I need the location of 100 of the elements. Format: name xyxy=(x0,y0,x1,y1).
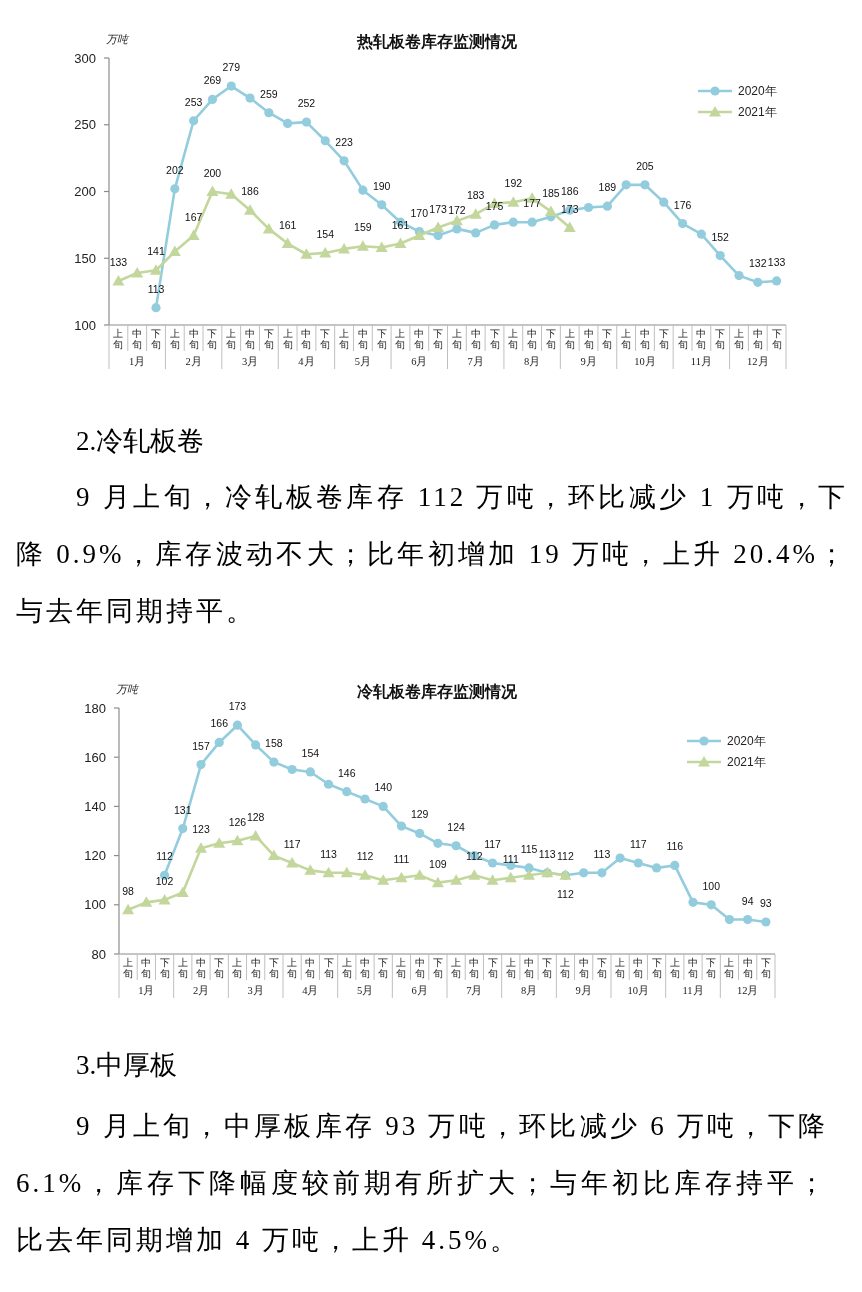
x-tick-label: 中旬 xyxy=(245,327,256,350)
point xyxy=(158,893,171,905)
point xyxy=(359,869,371,880)
x-tick-label: 上旬 xyxy=(282,327,293,350)
point xyxy=(196,759,206,770)
data-label: 185 xyxy=(542,186,560,199)
point xyxy=(431,876,444,888)
data-label: 186 xyxy=(241,185,259,198)
text: 3月 xyxy=(247,984,264,996)
data-label: 123 xyxy=(192,823,210,836)
y-tick-label: 180 xyxy=(84,700,106,716)
data-label: 113 xyxy=(147,282,165,295)
x-tick-label: 下旬 xyxy=(207,327,218,350)
point xyxy=(734,271,744,281)
point xyxy=(706,900,716,910)
text: 9月 xyxy=(580,355,597,367)
text: 2.冷轧板卷 xyxy=(76,425,205,458)
data-label: 116 xyxy=(666,840,684,853)
point xyxy=(563,221,576,233)
data-label: 161 xyxy=(278,218,297,231)
data-label: 200 xyxy=(203,166,222,179)
point xyxy=(245,93,255,103)
point xyxy=(206,185,219,196)
x-tick-label: 上旬 xyxy=(451,327,462,350)
data-label: 115 xyxy=(520,842,538,855)
legend-label: 2020年 xyxy=(738,84,777,98)
data-label: 113 xyxy=(538,847,556,860)
x-tick-label: 中旬 xyxy=(305,956,316,979)
point xyxy=(213,837,226,848)
point xyxy=(597,868,607,878)
point xyxy=(450,214,463,226)
x-tick-label: 上旬 xyxy=(396,956,407,979)
point xyxy=(249,829,262,841)
x-tick-label: 上旬 xyxy=(508,327,519,350)
x-tick-label: 下旬 xyxy=(214,956,225,979)
y-tick-label: 150 xyxy=(74,250,96,266)
data-label: 94 xyxy=(741,894,754,907)
y-tick-label: 100 xyxy=(74,317,96,333)
y-tick-label: 120 xyxy=(84,848,106,864)
point xyxy=(375,241,388,253)
text: 10月 xyxy=(634,355,656,367)
data-label: 152 xyxy=(711,230,730,243)
text: 11月 xyxy=(682,984,704,996)
text: 7月 xyxy=(466,984,483,996)
x-tick-label: 中旬 xyxy=(469,956,480,979)
point xyxy=(187,229,200,241)
point xyxy=(527,217,537,227)
chart-title: 冷轧板卷库存监测情况 xyxy=(357,682,519,700)
point xyxy=(151,303,161,313)
legend-label: 2021年 xyxy=(727,755,766,769)
point xyxy=(696,229,706,239)
chart-title: 热轧板卷库存监测情况 xyxy=(356,32,519,51)
data-label: 173 xyxy=(429,202,448,215)
point xyxy=(340,866,353,878)
y-tick-label: 140 xyxy=(84,798,106,814)
point xyxy=(231,834,244,846)
text: 5月 xyxy=(356,984,374,996)
x-tick-label: 中旬 xyxy=(132,327,143,350)
y-tick-label: 100 xyxy=(84,897,106,913)
text: 12月 xyxy=(747,355,769,367)
point xyxy=(640,180,650,190)
x-tick-label: 中旬 xyxy=(752,327,763,350)
point xyxy=(112,274,125,286)
x-tick-label: 上旬 xyxy=(677,327,688,350)
point xyxy=(451,841,461,851)
data-label: 175 xyxy=(485,199,504,212)
text: 10月 xyxy=(627,984,650,996)
data-label: 131 xyxy=(174,803,192,816)
x-tick-label: 下旬 xyxy=(596,956,607,979)
point xyxy=(283,118,293,129)
point xyxy=(489,220,500,230)
point xyxy=(226,81,236,91)
data-label: 111 xyxy=(502,852,519,865)
point xyxy=(195,842,207,853)
data-label: 189 xyxy=(598,181,617,194)
data-label: 154 xyxy=(301,746,320,759)
point xyxy=(583,202,594,213)
text: 8月 xyxy=(524,355,541,367)
data-label: 205 xyxy=(636,159,654,172)
point xyxy=(743,914,753,925)
point xyxy=(305,767,315,777)
point xyxy=(189,116,199,126)
data-label: 112 xyxy=(156,850,174,863)
point xyxy=(471,228,481,238)
point xyxy=(287,764,297,775)
data-label: 170 xyxy=(410,206,429,219)
data-label: 113 xyxy=(320,847,338,860)
point xyxy=(168,245,181,257)
point xyxy=(286,856,299,868)
x-tick-label: 下旬 xyxy=(651,956,662,979)
point xyxy=(621,180,631,190)
y-tick-label: 200 xyxy=(74,184,96,199)
point xyxy=(378,801,388,811)
x-tick-label: 上旬 xyxy=(505,956,516,979)
x-tick-label: 下旬 xyxy=(432,956,443,979)
point xyxy=(300,248,313,259)
point xyxy=(304,864,317,875)
x-tick-label: 下旬 xyxy=(268,956,279,979)
point xyxy=(432,221,445,233)
x-tick-label: 中旬 xyxy=(583,327,594,350)
